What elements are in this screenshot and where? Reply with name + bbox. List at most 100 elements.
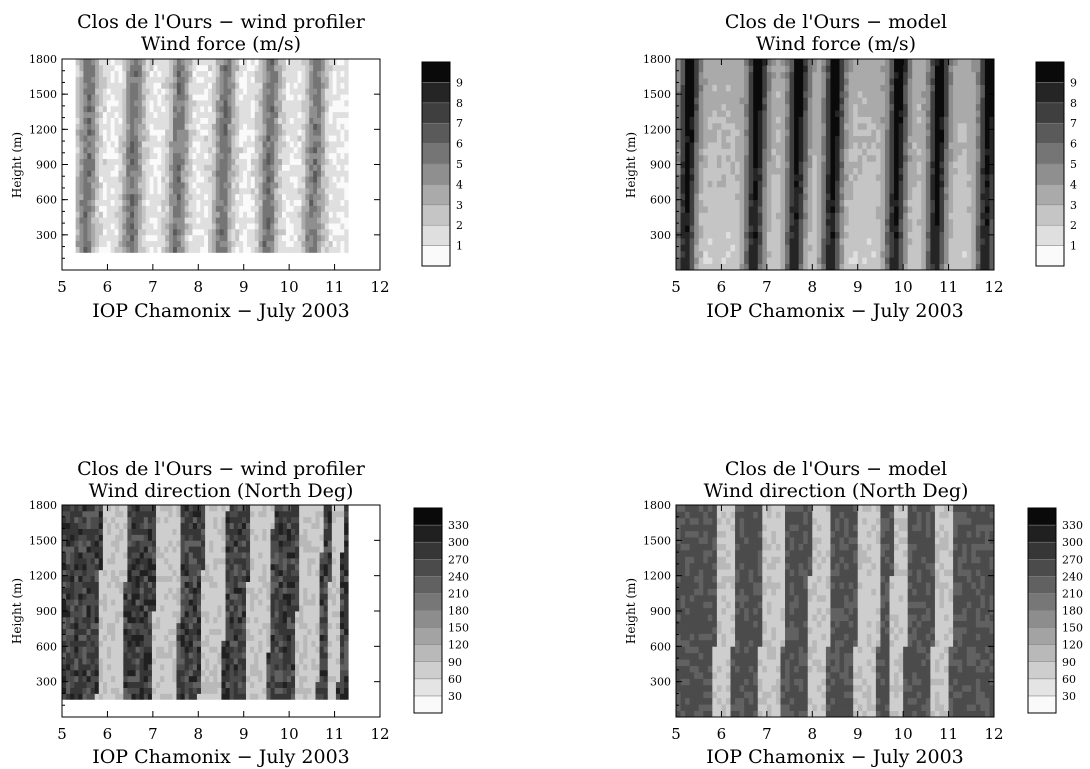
x-tick-label: 9 xyxy=(853,278,863,296)
heatmap-cell xyxy=(336,158,341,165)
heatmap-cell xyxy=(816,231,822,239)
heatmap-cell xyxy=(305,211,310,218)
heatmap-cell xyxy=(246,193,252,201)
heatmap-cell xyxy=(87,170,92,177)
heatmap-cell xyxy=(730,238,736,245)
heatmap-cell xyxy=(707,142,713,149)
heatmap-cell xyxy=(725,231,731,239)
heatmap-cell xyxy=(871,199,877,207)
heatmap-cell xyxy=(953,193,959,201)
heatmap-cell xyxy=(957,212,963,220)
heatmap-cell xyxy=(313,158,318,165)
heatmap-cell xyxy=(989,167,995,175)
heatmap-cell xyxy=(215,59,221,66)
heatmap-cell xyxy=(289,123,295,130)
x-tick-label: 7 xyxy=(148,278,158,296)
heatmap-cell xyxy=(254,170,260,177)
heatmap-cell xyxy=(930,97,936,105)
heatmap-cell xyxy=(134,141,139,148)
heatmap-cell xyxy=(725,97,731,105)
heatmap-cell xyxy=(939,244,945,252)
heatmap-cell xyxy=(835,129,840,137)
heatmap-cell xyxy=(219,152,224,160)
heatmap-cell xyxy=(866,186,872,194)
heatmap-cell xyxy=(753,238,759,245)
heatmap-cell xyxy=(930,59,936,66)
heatmap-cell xyxy=(716,257,722,264)
heatmap-cell xyxy=(254,158,260,165)
heatmap-cell xyxy=(340,170,345,177)
heatmap-cell xyxy=(122,105,127,113)
heatmap-cell xyxy=(735,84,740,92)
heatmap-cell xyxy=(184,170,189,177)
heatmap-cell xyxy=(698,110,704,117)
heatmap-cell xyxy=(980,186,986,194)
heatmap-cell xyxy=(110,205,115,212)
heatmap-cell xyxy=(141,94,147,101)
heatmap-cell xyxy=(839,174,845,181)
heatmap-cell xyxy=(984,78,990,85)
heatmap-cell xyxy=(137,211,143,218)
heatmap-cell xyxy=(301,117,306,124)
heatmap-cell xyxy=(825,78,831,85)
heatmap-cell xyxy=(204,64,209,72)
heatmap-cell xyxy=(215,70,221,77)
heatmap-cell xyxy=(894,142,899,149)
heatmap-cell xyxy=(91,193,96,201)
heatmap-cell xyxy=(126,217,131,224)
heatmap-cell xyxy=(889,90,895,98)
heatmap-cell xyxy=(180,146,186,154)
heatmap-cell xyxy=(766,110,772,117)
heatmap-cell xyxy=(79,88,84,95)
heatmap-cell xyxy=(744,263,750,271)
heatmap-cell xyxy=(962,97,968,105)
heatmap-cell xyxy=(698,142,704,149)
heatmap-cell xyxy=(169,223,174,230)
heatmap-cell xyxy=(161,135,166,142)
heatmap-cell xyxy=(925,97,931,105)
heatmap-cell xyxy=(208,234,213,242)
heatmap-cell xyxy=(336,223,341,230)
heatmap-cell xyxy=(716,116,722,124)
heatmap-cell xyxy=(208,123,213,130)
heatmap-cell xyxy=(211,234,217,242)
heatmap-cell xyxy=(320,193,326,201)
heatmap-cell xyxy=(184,111,189,119)
heatmap-cell xyxy=(180,152,186,160)
heatmap-cell xyxy=(730,199,736,207)
heatmap-cell xyxy=(66,628,71,635)
heatmap-cell xyxy=(180,223,186,230)
heatmap-cell xyxy=(939,161,945,169)
heatmap-cell xyxy=(984,84,990,92)
heatmap-cell xyxy=(707,103,713,111)
heatmap-cell xyxy=(122,211,127,218)
heatmap-cell xyxy=(707,135,713,143)
heatmap-cell xyxy=(735,238,740,245)
heatmap-cell xyxy=(134,94,139,101)
heatmap-cell xyxy=(771,161,777,169)
heatmap-cell xyxy=(172,117,178,124)
heatmap-cell xyxy=(694,238,700,245)
heatmap-cell xyxy=(172,211,178,218)
heatmap-cell xyxy=(903,238,909,245)
heatmap-cell xyxy=(344,123,349,130)
heatmap-cell xyxy=(835,110,840,117)
heatmap-cell xyxy=(757,263,763,271)
heatmap-cell xyxy=(192,117,197,124)
heatmap-cell xyxy=(866,193,872,201)
heatmap-cell xyxy=(200,187,205,195)
heatmap-cell xyxy=(884,90,890,98)
colorbar-swatch xyxy=(1035,122,1065,144)
heatmap-cell xyxy=(866,250,872,258)
heatmap-cell xyxy=(939,116,945,124)
heatmap-cell xyxy=(775,59,781,66)
heatmap-cell xyxy=(137,228,143,236)
heatmap-cell xyxy=(930,206,936,213)
heatmap-cell xyxy=(118,100,123,107)
heatmap-cell xyxy=(748,59,754,66)
heatmap-cell xyxy=(211,88,217,95)
heatmap-cell xyxy=(884,135,890,143)
heatmap-cell xyxy=(180,94,186,101)
heatmap-cell xyxy=(266,164,271,171)
heatmap-cell xyxy=(270,111,275,119)
